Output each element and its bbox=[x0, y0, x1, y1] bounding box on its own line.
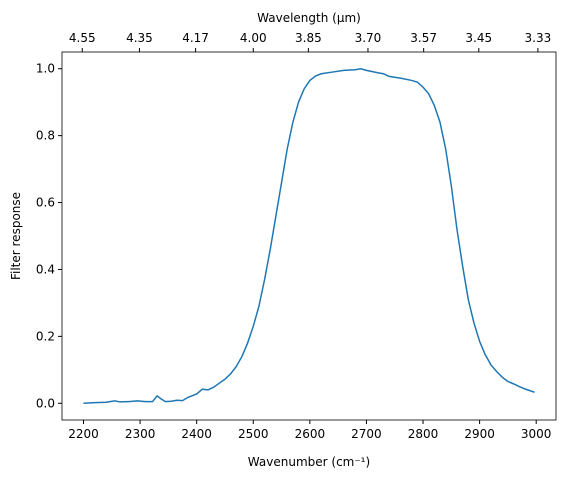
x-tick-label: 2700 bbox=[351, 427, 382, 441]
x-tick-label: 2200 bbox=[68, 427, 99, 441]
x-tick-label: 2600 bbox=[295, 427, 326, 441]
x2-tick-label: 4.35 bbox=[126, 31, 153, 45]
x2-tick-label: 3.33 bbox=[525, 31, 552, 45]
x2-tick-label: 4.17 bbox=[182, 31, 209, 45]
x-axis-label: Wavenumber (cm⁻¹) bbox=[248, 455, 370, 469]
x-tick-label: 2800 bbox=[408, 427, 439, 441]
y-tick-label: 1.0 bbox=[36, 62, 55, 76]
plot-frame bbox=[61, 51, 557, 421]
y-tick-label: 0.4 bbox=[36, 262, 55, 276]
x-tick-label: 3000 bbox=[521, 427, 552, 441]
x2-tick-label: 3.57 bbox=[410, 31, 437, 45]
x2-tick-label: 3.45 bbox=[465, 31, 492, 45]
x-tick-label: 2400 bbox=[181, 427, 212, 441]
x2-tick-label: 4.00 bbox=[240, 31, 267, 45]
x2-axis-label: Wavelength (μm) bbox=[257, 11, 361, 25]
y-axis-label: Filter response bbox=[9, 192, 23, 280]
line bbox=[83, 67, 535, 405]
x-tick-label: 2300 bbox=[125, 427, 156, 441]
x2-tick-label: 3.85 bbox=[295, 31, 322, 45]
x2-tick-label: 4.55 bbox=[69, 31, 96, 45]
y-tick-label: 0.0 bbox=[36, 396, 55, 410]
x-tick-label: 2500 bbox=[238, 427, 269, 441]
x-tick-label: 2900 bbox=[464, 427, 495, 441]
y-tick-label: 0.2 bbox=[36, 329, 55, 343]
y-tick-label: 0.6 bbox=[36, 196, 55, 210]
y-tick-label: 0.8 bbox=[36, 129, 55, 143]
x2-tick-label: 3.70 bbox=[355, 31, 382, 45]
